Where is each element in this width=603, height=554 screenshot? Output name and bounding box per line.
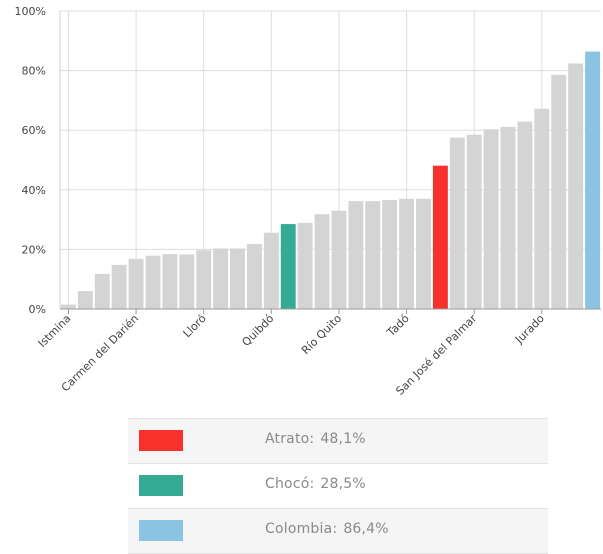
bar: [162, 254, 178, 309]
bar: [365, 201, 381, 309]
legend-item-colombia: Colombia: 86,4%: [128, 508, 548, 554]
legend-value-colombia: 86,4%: [343, 521, 389, 537]
bar: [585, 51, 600, 309]
bar: [77, 291, 93, 309]
bar: [449, 137, 465, 309]
y-tick-label: 40%: [22, 184, 46, 197]
y-axis: 0% 20% 40% 60% 80% 100%: [15, 5, 46, 316]
bar: [432, 165, 448, 309]
bar: [263, 232, 279, 309]
bar: [128, 258, 144, 309]
bar: [348, 201, 364, 309]
x-category-label: Istmina: [36, 312, 74, 350]
y-tick-label: 80%: [22, 65, 46, 78]
bar: [382, 199, 398, 309]
y-tick-label: 0%: [29, 303, 46, 316]
bar: [94, 273, 110, 309]
bar: [399, 198, 415, 309]
bar: [297, 222, 313, 309]
bars: [61, 51, 600, 309]
legend-item-atrato: Atrato: 48,1%: [128, 418, 548, 463]
bar: [213, 248, 229, 309]
y-tick-label: 100%: [15, 5, 46, 18]
bar: [331, 210, 347, 309]
legend: Atrato: 48,1% Chocó: 28,5% Colombia: 86,4%: [128, 418, 548, 554]
bar: [416, 198, 431, 309]
bar: [61, 304, 76, 309]
bar: [196, 250, 212, 309]
bar: [179, 254, 195, 309]
x-category-label: Río Quito: [299, 312, 344, 357]
x-category-label: Carmen del Darién: [59, 312, 141, 394]
x-category-label: Jurado: [512, 312, 547, 347]
bar: [314, 214, 330, 309]
x-category-label: Tadó: [384, 312, 412, 340]
bar: [111, 264, 127, 309]
bar: [568, 63, 584, 309]
bar: [145, 255, 161, 309]
legend-label-colombia: Colombia:: [265, 521, 338, 537]
bar: [483, 129, 499, 309]
legend-swatch-colombia: [139, 520, 183, 541]
legend-swatch-choco: [139, 475, 183, 496]
legend-item-choco: Chocó: 28,5%: [128, 463, 548, 508]
y-tick-label: 60%: [22, 124, 46, 137]
legend-label-atrato: Atrato:: [265, 431, 315, 447]
bar: [534, 108, 550, 309]
bar: [246, 244, 262, 309]
y-tick-label: 20%: [22, 243, 46, 256]
x-category-label: Lloró: [181, 312, 209, 340]
bar: [551, 74, 567, 309]
bar: [500, 126, 516, 309]
x-category-label: Quibdó: [239, 312, 276, 349]
legend-value-choco: 28,5%: [320, 476, 366, 492]
bar: [280, 224, 296, 309]
bar: [230, 248, 245, 309]
bar: [517, 121, 533, 309]
bar: [466, 134, 482, 309]
legend-value-atrato: 48,1%: [320, 431, 366, 447]
legend-label-choco: Chocó:: [265, 476, 315, 492]
legend-swatch-atrato: [139, 430, 183, 451]
